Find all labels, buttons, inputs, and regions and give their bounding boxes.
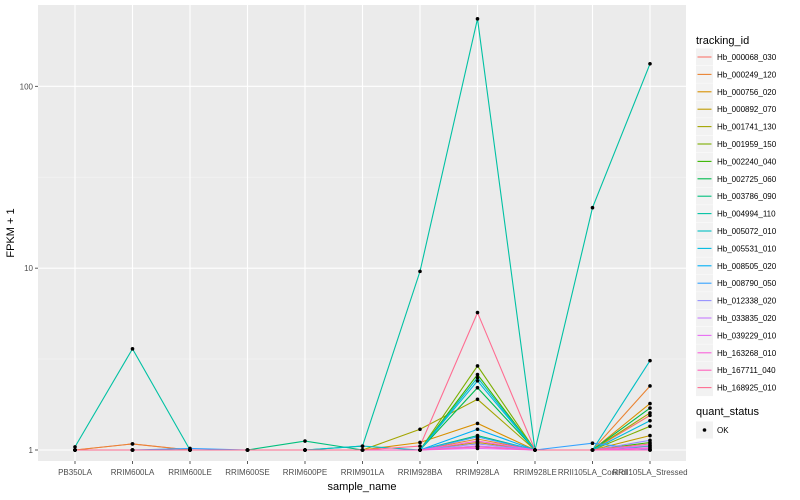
x-axis: PB350LA RRIM600LA RRIM600LE RRIM600SE RRIM60… <box>58 461 688 477</box>
data-point <box>590 448 595 452</box>
data-point <box>648 433 652 438</box>
data-point <box>73 448 77 452</box>
data-point <box>475 421 480 426</box>
legend-label: Hb_168925_010 <box>717 384 777 393</box>
data-point <box>418 427 422 432</box>
data-point <box>418 444 422 448</box>
data-point <box>475 310 480 315</box>
data-point <box>130 448 135 452</box>
x-tick-label: RRIM928BA <box>398 468 443 477</box>
legend-title: tracking_id <box>696 35 749 47</box>
data-point <box>475 379 480 383</box>
legend-label: Hb_033835_020 <box>717 314 777 323</box>
data-point <box>648 418 652 423</box>
legend-label: Hb_008790_050 <box>717 279 777 288</box>
legend-label: Hb_000756_020 <box>717 88 777 97</box>
legend-label: Hb_001959_150 <box>717 140 777 149</box>
x-tick-label: RRIM600PE <box>283 468 327 477</box>
legend: tracking_id Hb_000068_030Hb_000249_120Hb… <box>696 35 777 439</box>
x-tick-label: RRIM928LA <box>456 468 500 477</box>
data-point <box>648 442 652 446</box>
data-point <box>475 435 480 439</box>
x-tick-label: RRIM901LA <box>341 468 385 477</box>
legend-label: Hb_002240_040 <box>717 157 777 166</box>
data-point <box>418 448 422 452</box>
legend-label: Hb_008505_020 <box>717 262 777 271</box>
data-point <box>360 444 365 448</box>
legend-label: Hb_005531_010 <box>717 244 777 253</box>
legend-label: Hb_039229_010 <box>717 331 777 340</box>
x-tick-label: RRII105LA_Stressed <box>612 468 687 477</box>
legend-label: Hb_012338_020 <box>717 297 777 306</box>
y-axis-title: FPKM + 1 <box>5 208 17 257</box>
x-tick-label: RRIM928LE <box>513 468 557 477</box>
y-tick-label: 100 <box>20 82 34 91</box>
data-point <box>188 448 192 452</box>
data-point <box>648 413 652 418</box>
data-point <box>648 384 652 388</box>
legend-label: Hb_000249_120 <box>717 70 777 79</box>
shape-legend-items: OK <box>696 421 729 439</box>
legend-label: Hb_005072_010 <box>717 227 777 236</box>
data-point <box>475 397 480 402</box>
legend-label: Hb_004994_110 <box>717 210 776 219</box>
shape-legend-label: OK <box>717 426 729 435</box>
data-point <box>475 439 480 443</box>
data-point <box>475 372 480 377</box>
data-point <box>360 448 365 452</box>
data-point <box>130 347 135 351</box>
data-point <box>475 427 480 432</box>
x-tick-label: PB350LA <box>58 468 92 477</box>
legend-label: Hb_001741_130 <box>717 123 777 132</box>
data-point <box>533 448 537 452</box>
data-point <box>590 205 595 210</box>
data-point <box>418 440 422 445</box>
legend-label: Hb_003786_090 <box>717 192 777 201</box>
data-point <box>303 448 307 452</box>
data-point <box>475 364 480 368</box>
legend-label: Hb_000892_070 <box>717 105 777 114</box>
legend-label: Hb_163268_010 <box>717 349 777 358</box>
data-point <box>303 439 307 443</box>
data-point <box>73 445 77 449</box>
data-point <box>418 269 422 274</box>
data-point <box>130 442 135 446</box>
legend-items: Hb_000068_030 Hb_000249_120 Hb_000756_020 H… <box>696 48 777 397</box>
data-point <box>475 445 480 449</box>
x-tick-label: RRIM600LA <box>111 468 155 477</box>
data-point <box>648 358 652 363</box>
x-tick-label: RRIM600SE <box>225 468 269 477</box>
data-point <box>648 411 652 415</box>
data-point <box>475 375 480 380</box>
data-point <box>648 61 652 66</box>
y-tick-label: 1 <box>29 446 34 455</box>
shape-legend-point <box>702 428 707 432</box>
legend-label: Hb_002725_060 <box>717 175 777 184</box>
data-points <box>73 17 652 452</box>
data-point <box>475 17 480 21</box>
data-point <box>648 406 652 410</box>
x-tick-label: RRIM600LE <box>168 468 212 477</box>
x-tick-label: RRII105LA_Control <box>558 468 628 477</box>
data-point <box>245 448 250 452</box>
data-point <box>648 448 652 452</box>
y-tick-label: 10 <box>24 264 33 273</box>
data-point <box>648 424 652 429</box>
data-point <box>590 441 595 445</box>
data-point <box>475 385 480 390</box>
shape-legend-title: quant_status <box>696 406 759 418</box>
legend-label: Hb_000068_030 <box>717 53 777 62</box>
data-point <box>648 401 652 406</box>
x-axis-title: sample_name <box>327 481 396 493</box>
legend-label: Hb_167711_040 <box>717 366 776 375</box>
data-point <box>648 438 652 443</box>
y-axis: 1 10 100 <box>20 82 38 455</box>
